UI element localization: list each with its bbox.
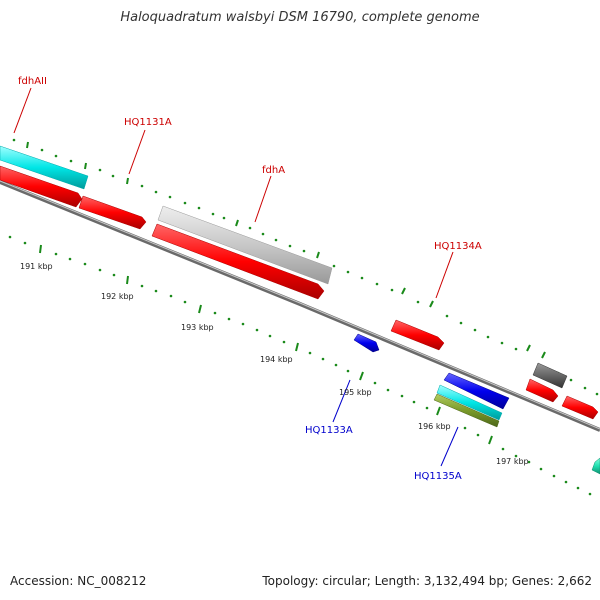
map-title: Haloquadratum walsbyi DSM 16790, complet… <box>120 10 480 25</box>
gene-HQ1133A-feature[interactable] <box>353 333 380 353</box>
gene-darkgray-feature[interactable] <box>532 362 568 389</box>
gene-olive-feature[interactable] <box>433 393 500 428</box>
forward-scale-ticks <box>12 138 599 396</box>
gene-features <box>0 145 600 475</box>
gene-fdhA-feature[interactable] <box>157 205 333 285</box>
genome-summary-text: Topology: circular; Length: 3,132,494 bp… <box>262 574 592 588</box>
scale-label: 191 kbp <box>20 262 53 271</box>
gene-label-fdhA[interactable]: fdhA <box>262 165 285 176</box>
gene-HQ1135A-feature[interactable] <box>436 384 503 421</box>
gene-red-2[interactable] <box>151 223 325 300</box>
genome-backbone <box>0 180 600 432</box>
gene-fdhAII-feature[interactable] <box>0 145 89 190</box>
reverse-scale-ticks <box>8 235 592 496</box>
gene-HQ1134A-feature[interactable] <box>390 319 445 351</box>
scale-label: 196 kbp <box>418 422 451 431</box>
scale-label: 197 kbp <box>496 457 529 466</box>
scale-label: 192 kbp <box>101 292 134 301</box>
gene-label-HQ1133A[interactable]: HQ1133A <box>305 425 353 436</box>
accession-text: Accession: NC_008212 <box>10 574 147 588</box>
gene-red-3[interactable] <box>525 378 559 403</box>
gene-red-4[interactable] <box>561 395 599 420</box>
forward-scale-major-ticks <box>26 141 546 359</box>
scale-labels: 191 kbp 192 kbp 193 kbp 194 kbp 195 kbp … <box>20 262 529 466</box>
gene-labels: fdhAII HQ1131A fdhA HQ1134A HQ1133A HQ11… <box>18 76 482 482</box>
gene-HQ1131A-feature[interactable] <box>78 195 147 230</box>
gene-label-HQ1131A[interactable]: HQ1131A <box>124 117 172 128</box>
scale-label: 193 kbp <box>181 323 214 332</box>
gene-teal-feature[interactable] <box>591 457 600 475</box>
reverse-scale-major-ticks <box>39 244 493 445</box>
scale-label: 195 kbp <box>339 388 372 397</box>
gene-blue-large-feature[interactable] <box>443 372 510 410</box>
label-connectors <box>13 87 459 467</box>
gene-label-HQ1134A[interactable]: HQ1134A <box>434 241 482 252</box>
gene-label-fdhAII[interactable]: fdhAII <box>18 76 47 87</box>
gene-label-HQ1135A[interactable]: HQ1135A <box>414 471 462 482</box>
gene-red-1[interactable] <box>0 165 83 208</box>
scale-label: 194 kbp <box>260 355 293 364</box>
